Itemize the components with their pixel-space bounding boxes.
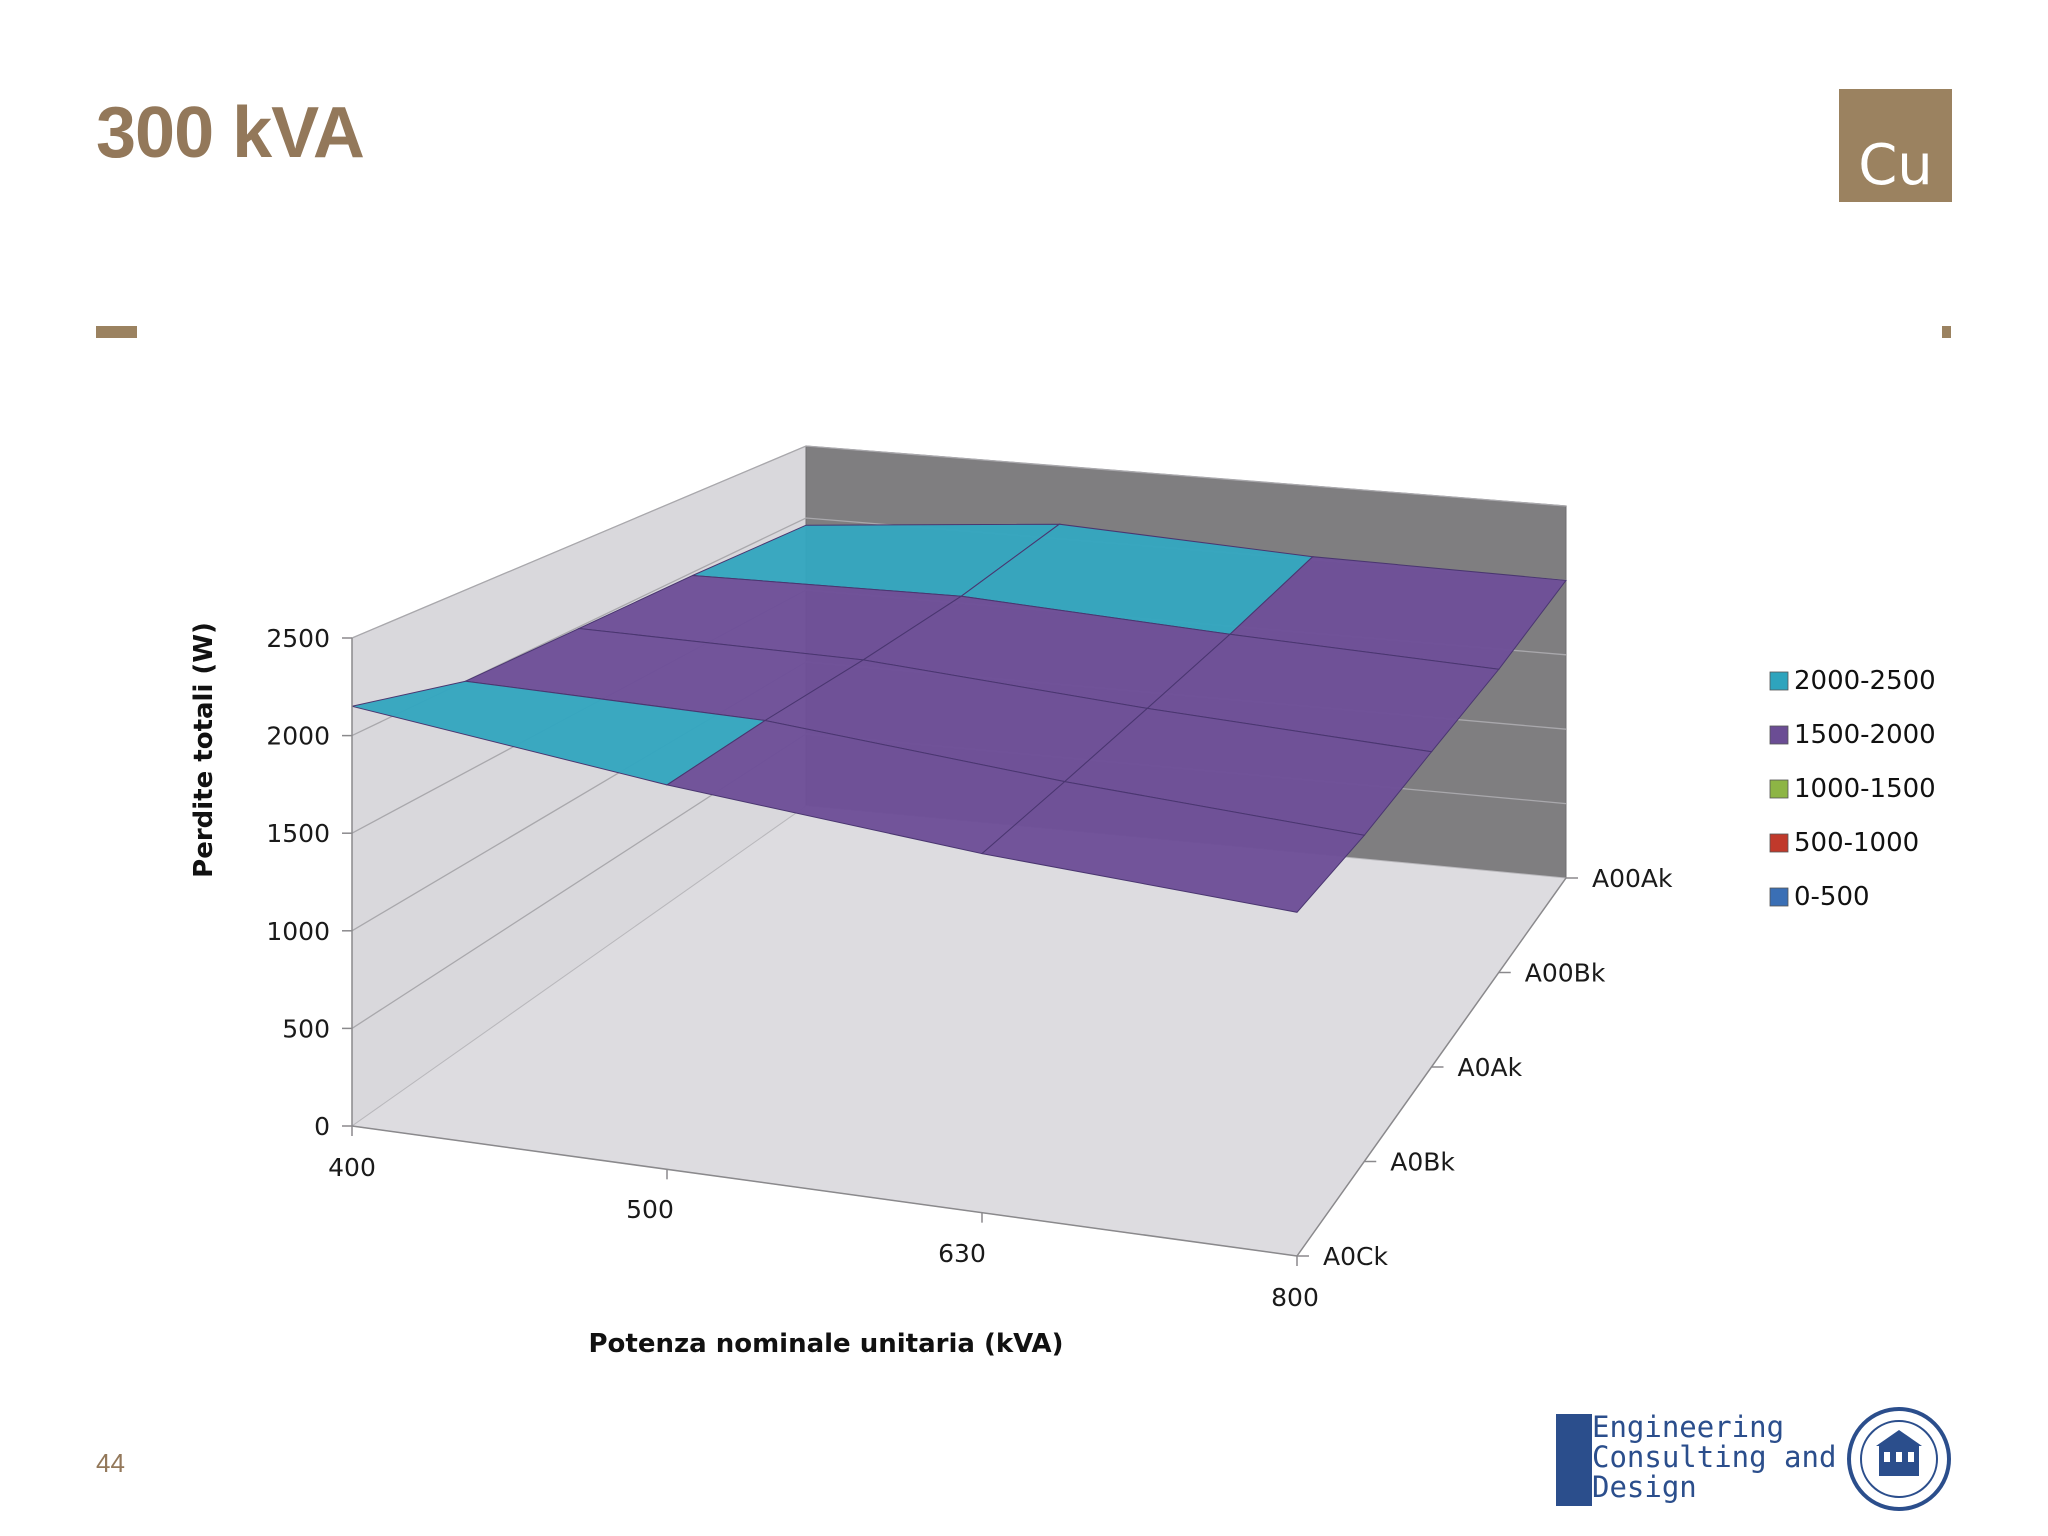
z-tick-label: 1500 bbox=[266, 819, 330, 848]
x-axis-line bbox=[351, 1125, 1298, 1257]
z-gridline bbox=[351, 445, 1567, 639]
x-tick-label: 400 bbox=[328, 1153, 376, 1182]
depth-tick-label: A0Ck bbox=[1323, 1242, 1388, 1271]
surface-patch bbox=[980, 781, 1366, 913]
x-tick-label: 630 bbox=[938, 1239, 986, 1268]
legend-label: 500-1000 bbox=[1794, 828, 1919, 858]
legend-swatch bbox=[1769, 887, 1789, 907]
depth-tick-label: A00Ak bbox=[1592, 864, 1673, 893]
depth-tick-label: A00Bk bbox=[1525, 959, 1606, 988]
z-tick-label: 2000 bbox=[266, 722, 330, 751]
x-axis-title: Potenza nominale unitaria (kVA) bbox=[588, 1329, 1063, 1359]
z-axis-title: Perdite totali (W) bbox=[189, 622, 219, 878]
ecd-logo-line-1: Engineering bbox=[1592, 1410, 1785, 1444]
z-tick-label: 500 bbox=[282, 1014, 330, 1043]
legend-swatch bbox=[1769, 779, 1789, 799]
ecd-logo-line-2: Consulting and bbox=[1592, 1440, 1837, 1474]
slide-title: 300 kVA bbox=[96, 93, 365, 173]
ecd-logo: Engineering Consulting and Design bbox=[1556, 1410, 1836, 1508]
x-tick-label: 800 bbox=[1271, 1283, 1319, 1312]
chart-legend: 2000-2500 1500-2000 1000-1500 500-1000 0-500 bbox=[1769, 666, 1936, 912]
z-tick-label: 0 bbox=[314, 1112, 330, 1141]
legend-label: 1500-2000 bbox=[1794, 720, 1936, 750]
legend-label: 0-500 bbox=[1794, 882, 1870, 912]
z-tick-label: 1000 bbox=[266, 917, 330, 946]
legend-swatch bbox=[1769, 725, 1789, 745]
z-tick-label: 2500 bbox=[266, 624, 330, 653]
material-badge: Cu bbox=[1839, 89, 1952, 202]
accent-bar-left bbox=[96, 326, 137, 338]
ecd-logo-block bbox=[1556, 1414, 1592, 1506]
page-number: 44 bbox=[96, 1448, 125, 1478]
chart-surface bbox=[351, 523, 1567, 913]
legend-label: 1000-1500 bbox=[1794, 774, 1936, 804]
legend-swatch bbox=[1769, 833, 1789, 853]
legend-swatch bbox=[1769, 671, 1789, 691]
university-seal bbox=[1847, 1407, 1951, 1511]
depth-tick-label: A0Bk bbox=[1390, 1148, 1455, 1177]
x-tick-label: 500 bbox=[626, 1195, 674, 1224]
legend-label: 2000-2500 bbox=[1794, 666, 1936, 696]
accent-bar-right bbox=[1942, 326, 1951, 338]
depth-tick-label: A0Ak bbox=[1458, 1053, 1523, 1082]
ecd-logo-line-3: Design bbox=[1592, 1470, 1697, 1504]
